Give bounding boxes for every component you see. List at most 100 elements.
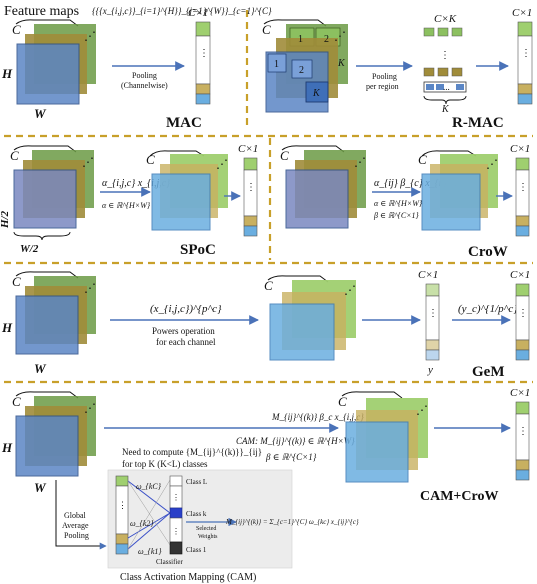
cam-weight-k1: ω_{k1} (138, 547, 162, 556)
svg-text:⋮: ⋮ (518, 308, 528, 319)
rmac-section: C 1 2 2 1 K K ⋰ Pooling per region C×K ⋮ (262, 7, 533, 131)
camcrow-need-text-2: for top K (K<L) classes (122, 459, 208, 469)
camcrow-gap-text-3: Pooling (64, 531, 89, 540)
camcrow-label: CAM+CroW (420, 489, 498, 504)
spoc-output-vector: ⋮ (243, 157, 258, 237)
camcrow-h-label: H (1, 440, 13, 455)
spoc-dots-icon: ⋰ (82, 155, 94, 169)
gem-blue-map (15, 295, 79, 355)
spoc-blue-map (13, 169, 77, 229)
mac-section: ⋰ C H W Pooling (Channelwise) C×1 ⋮ MAC (1, 7, 211, 131)
spoc-weighted-c-label: C (146, 152, 155, 167)
crow-weighted-blue (421, 173, 481, 231)
camcrow-dots-icon: ⋰ (84, 401, 96, 415)
spoc-formula: α_{i,j,c} x_{i,j,c} (102, 178, 170, 189)
spoc-weighted-blue (151, 173, 211, 231)
gem-arrow-text-1: Powers operation (152, 326, 215, 336)
crow-label: CroW (468, 244, 508, 260)
crow-condition-2: β ∈ ℝ^{C×1} (373, 211, 420, 220)
svg-text:⋮: ⋮ (428, 308, 438, 319)
cam-caption: Class Activation Mapping (CAM) (120, 572, 256, 583)
rmac-region-k-blue: K (312, 88, 321, 99)
gem-formula-2: (y_c)^{1/p^c} (458, 303, 518, 315)
camcrow-section: C ⋰ H W M_{ij}^{(k)} β_c x_{i,j,c} CAM: … (1, 387, 530, 583)
cam-gap-vector: ⋮ (115, 475, 129, 555)
spoc-w2-label: W/2 (20, 243, 39, 255)
crow-blue-map (285, 169, 349, 229)
spoc-w2-brace (13, 231, 71, 241)
cam-class-k: Class k (186, 510, 207, 518)
svg-text:⋮: ⋮ (118, 500, 127, 510)
rmac-dots: ... (443, 82, 450, 92)
gem-c-label: C (12, 274, 21, 289)
camcrow-gap-text-1: Global (64, 511, 87, 520)
spoc-output-dim: C×1 (238, 143, 258, 155)
gem-y-dim: C×1 (418, 269, 438, 281)
camcrow-output-vector: ⋮ (515, 401, 530, 481)
gem-power-blue (269, 303, 335, 361)
mac-w-label: W (34, 106, 47, 121)
camcrow-cam-condition: CAM: M_{ij}^{(k)} ∈ ℝ^{H×W} (236, 436, 355, 446)
svg-text:⋮: ⋮ (518, 182, 528, 193)
rmac-c-label: C (262, 22, 271, 37)
rmac-k-brace-label: K (441, 104, 450, 115)
svg-text:⋮: ⋮ (521, 48, 531, 59)
camcrow-weighted-c-label: C (338, 394, 347, 409)
crow-output-dim: C×1 (510, 143, 530, 155)
camcrow-w-label: W (34, 480, 47, 495)
spoc-c-label: C (10, 148, 19, 163)
rmac-region-number-3: 2 (299, 65, 304, 76)
mac-output-vector: ⋮ (195, 21, 211, 105)
crow-weighted-dots-icon: ⋰ (486, 157, 498, 171)
mac-blue-map (16, 43, 80, 105)
rmac-region-k-green: K (337, 58, 346, 69)
gem-y-vector: ⋮ (425, 283, 440, 361)
gem-output-dim: C×1 (510, 269, 530, 281)
crow-dots-icon: ⋰ (354, 155, 366, 169)
spoc-h2-label: H/2 (0, 210, 11, 229)
cam-class-1: Class 1 (186, 546, 207, 554)
crow-weighted-c-label: C (418, 152, 427, 167)
gem-dots-icon: ⋰ (84, 281, 96, 295)
spoc-condition: α ∈ ℝ^{H×W} (102, 201, 151, 210)
camcrow-formula: M_{ij}^{(k)} β_c x_{i,j,c} (271, 412, 364, 422)
rmac-arrow-text-1: Pooling (372, 72, 397, 81)
mac-arrow-text-1: Pooling (132, 71, 157, 80)
mac-arrow-text-2: (Channelwise) (121, 81, 168, 90)
cam-selected-text-1: Selected (196, 526, 216, 532)
gem-y-label: y (427, 364, 433, 376)
title-feature-maps: Feature maps (4, 4, 79, 19)
mac-label: MAC (166, 115, 202, 131)
mac-feature-cube: ⋰ (15, 19, 96, 105)
mac-c-label: C (12, 22, 21, 37)
title-set-notation: {{{x_{i,j,c}}_{i=1}^{H}}_{j=1}^{W}}_{c=1… (92, 6, 272, 16)
camcrow-beta-condition: β ∈ ℝ^{C×1} (265, 452, 317, 462)
rmac-dots-icon: ⋰ (334, 29, 346, 43)
svg-text:⋮: ⋮ (172, 527, 180, 536)
rmac-region-blue-k (305, 81, 329, 103)
svg-text:⋮: ⋮ (246, 182, 256, 193)
rmac-output-dim: C×1 (512, 7, 532, 19)
crow-c-label: C (280, 148, 289, 163)
spoc-section: C ⋰ H/2 W/2 α_{i,j,c} x_{i,j,c} α ∈ ℝ^{H… (0, 143, 258, 258)
cam-classifier-label: Classifier (156, 558, 183, 566)
section-separators (4, 10, 533, 384)
crow-formula: α_{ij} β_{c} x_{i,j,c} (374, 178, 458, 189)
spoc-weighted-dots-icon: ⋰ (216, 157, 228, 171)
camcrow-weighted-dots-icon: ⋰ (416, 403, 428, 417)
mac-dots-icon: ⋰ (84, 29, 96, 43)
crow-condition-1: α ∈ ℝ^{H×W} (374, 199, 423, 208)
rmac-region-number-1: 1 (298, 34, 303, 45)
cam-formula: M_{ij}^{(k)} = Σ_{c=1}^{C} ω_{kc} x_{ij}… (225, 518, 359, 526)
camcrow-gap-text-2: Average (62, 521, 89, 530)
mac-h-label: H (1, 66, 13, 81)
gem-label: GeM (472, 364, 504, 380)
rmac-region-number-2: 2 (324, 34, 329, 45)
camcrow-blue-map (15, 415, 79, 477)
svg-text:⋮: ⋮ (518, 426, 528, 437)
svg-text:⋮: ⋮ (199, 48, 209, 59)
svg-text:⋮: ⋮ (172, 493, 180, 502)
rmac-arrow-text-2: per region (366, 82, 399, 91)
gem-power-dots-icon: ⋰ (344, 283, 356, 297)
cam-panel (107, 469, 293, 569)
